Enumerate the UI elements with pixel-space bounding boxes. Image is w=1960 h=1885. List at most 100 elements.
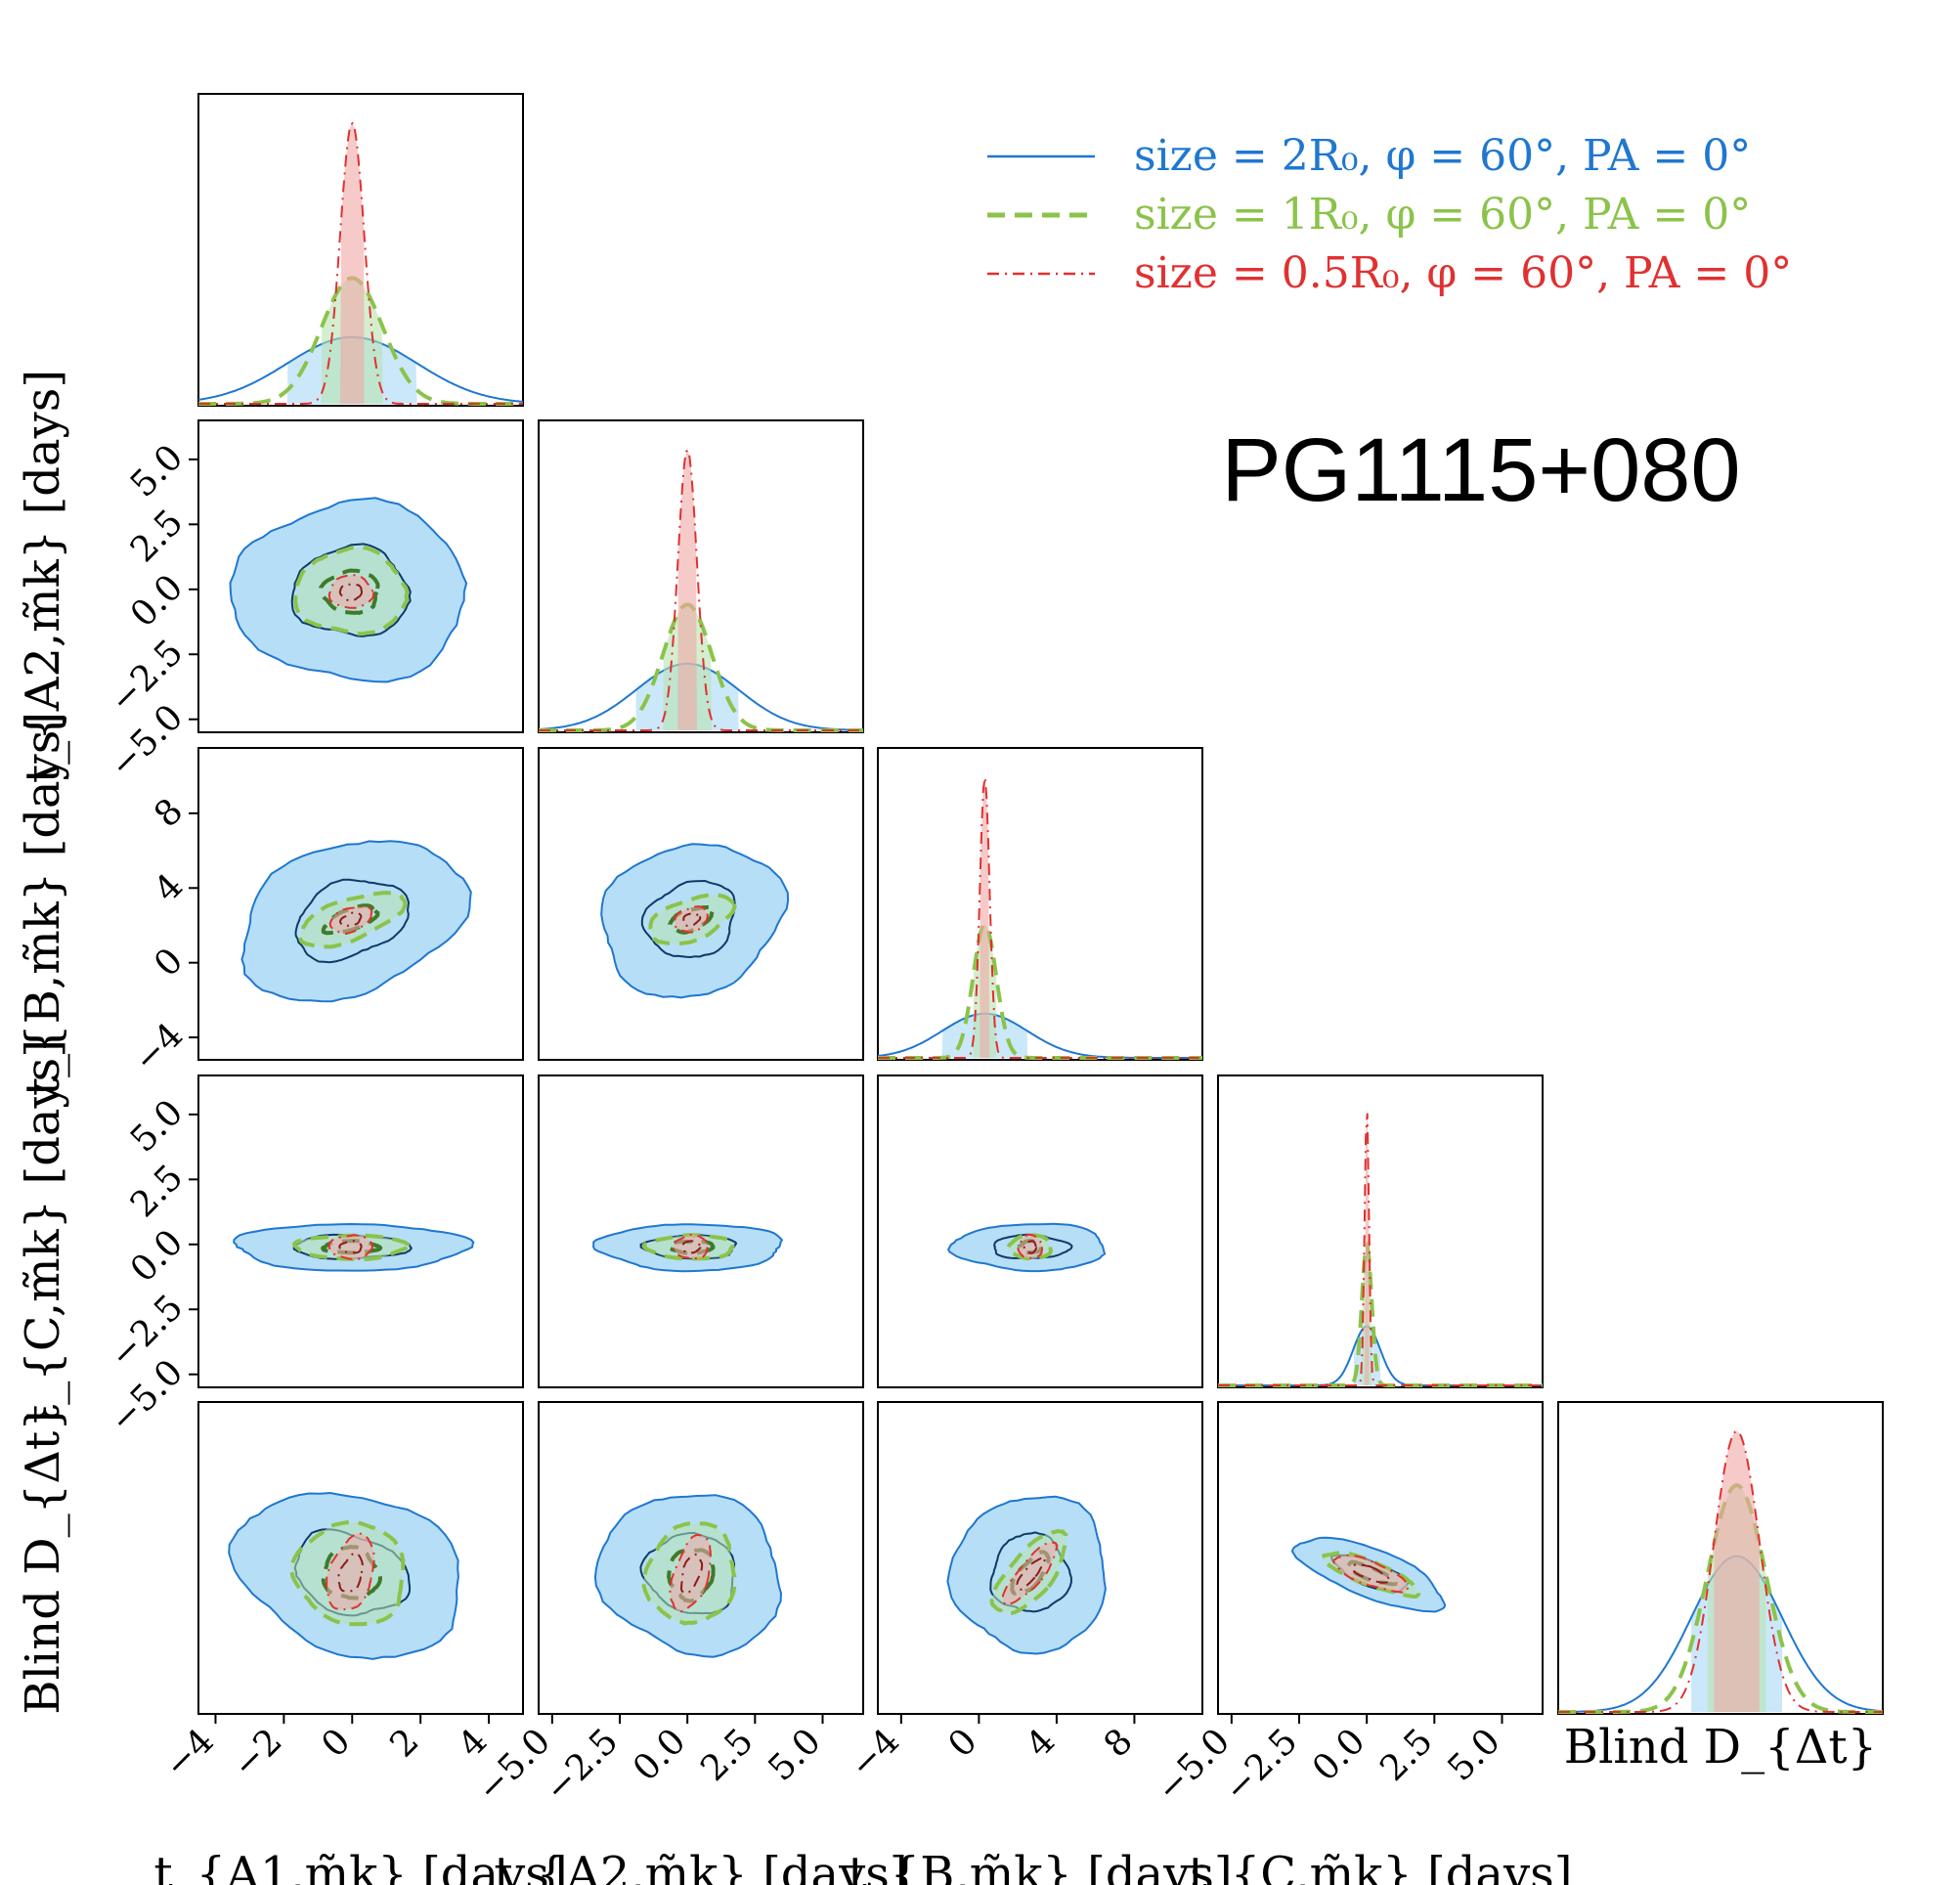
contour-outer-2 [674, 905, 709, 934]
panel-tA1-tB: −4 0 4 8 [126, 747, 524, 1080]
contour-inner-2 [681, 1240, 702, 1254]
panel-tA2-D: −5.0−2.5 0.0 2.5 5.0 [469, 1401, 864, 1810]
contour-outer-2 [327, 574, 375, 609]
x-tick-label: 5.0 [761, 1721, 828, 1788]
kde-band-2 [980, 777, 990, 1058]
y-tick-label: −4 [126, 1015, 192, 1080]
y-tick-label: 0.0 [123, 1222, 191, 1290]
x-tick-label: 8 [1097, 1721, 1141, 1765]
x-tick-label: 5.0 [1440, 1721, 1507, 1788]
panel-tB-tB [877, 747, 1203, 1061]
y-tick-label: 4 [147, 866, 191, 910]
contour-inner-0 [640, 879, 737, 959]
contour-outer-2 [328, 905, 373, 936]
x-tick-label: −2 [225, 1721, 290, 1786]
contour-inner-2 [338, 911, 363, 927]
panel-tA2-tB [538, 747, 864, 1061]
contour-inner-2 [338, 583, 363, 602]
contour-inner-0 [294, 878, 411, 964]
panel-tA1-tC: −5.0−2.50.02.55.0 [103, 1074, 524, 1441]
panel-tC-D: −5.0−2.5 0.0 2.5 5.0 [1149, 1401, 1544, 1810]
panel-frame [1217, 1074, 1544, 1388]
kde-band-2 [677, 450, 697, 730]
kde-line-1 [539, 602, 863, 732]
y-tick-label: −5.0 [103, 697, 192, 786]
y-tick-label: 0 [147, 941, 191, 985]
contour-inner-0 [290, 543, 412, 637]
x-axis-label-tA1: t_{A1,m̃k} [days] [153, 1847, 567, 1885]
x-axis-label-tB: t_{B,m̃k} [days] [848, 1847, 1232, 1885]
x-tick-label: 2.5 [693, 1721, 761, 1788]
panels-layer: −5.0−2.50.02.55.0−4048−5.0−2.50.02.55.0−… [16, 93, 1884, 1885]
plot-title: PG1115+080 [1221, 420, 1740, 520]
contour-inner-2 [337, 1552, 364, 1593]
contour-inner-2 [338, 1239, 363, 1254]
kde-band-2 [1714, 1430, 1760, 1712]
kde-line-2 [1218, 1113, 1543, 1386]
x-tick-label: 0 [314, 1721, 358, 1765]
y-tick-label: 2.5 [123, 503, 191, 570]
panel-tA2-tA2 [538, 419, 864, 733]
x-tick-label: −5.0 [1149, 1721, 1238, 1810]
x-tick-label: −4 [843, 1721, 908, 1786]
contour-outer-2 [1017, 1233, 1044, 1260]
y-tick-label: 5.0 [123, 437, 191, 504]
y-tick-label: −2.5 [103, 1288, 192, 1377]
panel-D-D [1557, 1401, 1884, 1715]
x-tick-label: 2 [382, 1721, 426, 1765]
contour-inner-2 [1023, 1240, 1038, 1254]
x-tick-label: 4 [1019, 1721, 1063, 1765]
panel-tB-tC [877, 1074, 1203, 1388]
x-tick-label: −5.0 [469, 1721, 558, 1810]
legend: size = 2R₀, φ = 60°, PA = 0° size = 1R₀, … [987, 131, 1792, 298]
contour-outer-2 [1001, 1541, 1059, 1606]
x-axis-label-tC: t_{C,m̃k} [days] [1188, 1847, 1572, 1885]
y-tick-label: 8 [147, 791, 191, 835]
contour-inner-2 [679, 1553, 704, 1595]
x-tick-label: −2.5 [1217, 1721, 1306, 1810]
panel-tA2-tC [538, 1074, 864, 1388]
panel-tA1-tA2: −5.0−2.50.02.55.0 [103, 419, 524, 786]
contour-outer-2 [327, 1234, 374, 1261]
contour-outer-2 [672, 1233, 709, 1260]
panel-tB-D: −4 0 4 8 [843, 1401, 1203, 1786]
x-tick-label: 4 [451, 1721, 495, 1765]
y-tick-label: −5.0 [103, 1352, 192, 1441]
x-tick-label: 0.0 [626, 1721, 693, 1788]
x-tick-label: 0 [941, 1721, 985, 1765]
y-axis-label-D: Blind D_{Δt} [16, 1401, 70, 1714]
x-tick-label: −4 [156, 1721, 222, 1786]
kde-line-2 [878, 777, 1202, 1059]
contour-inner-0 [989, 1531, 1072, 1613]
contour-inner-0 [993, 1233, 1073, 1260]
x-tick-label: 0.0 [1305, 1721, 1372, 1788]
x-tick-label: 2.5 [1372, 1721, 1440, 1788]
y-axis-label-tB: t_{B,m̃k} [days] [16, 712, 70, 1096]
y-axis-label-tC: t_{C,m̃k} [days] [16, 1039, 70, 1424]
contour-outer-2 [1332, 1554, 1410, 1594]
y-tick-label: −2.5 [103, 633, 192, 722]
panel-tA1-tA1 [197, 93, 524, 407]
kde-line-2 [198, 121, 523, 405]
panel-frame [877, 747, 1203, 1061]
kde-band-2 [340, 123, 365, 404]
y-tick-label: 0.0 [123, 567, 191, 635]
contour-inner-1 [320, 1239, 383, 1255]
y-tick-label: 5.0 [123, 1092, 191, 1160]
kde-band-2 [1365, 1113, 1370, 1385]
contour-inner-2 [1016, 1556, 1047, 1591]
legend-label-2: size = 0.5R₀, φ = 60°, PA = 0° [1134, 248, 1792, 298]
contour-inner-2 [682, 912, 702, 927]
contour-outer-2 [325, 1532, 375, 1611]
x-axis-label-tA2: t_{A2,m̃k} [days] [494, 1847, 907, 1885]
legend-label-1: size = 1R₀, φ = 60°, PA = 0° [1134, 190, 1751, 240]
legend-label-0: size = 2R₀, φ = 60°, PA = 0° [1134, 131, 1751, 181]
panel-tA1-D: −4 −2 0 2 4 [156, 1401, 524, 1786]
x-tick-label: −2.5 [538, 1721, 627, 1810]
diag-label-D: Blind D_{Δt} [1564, 1720, 1877, 1775]
contour-outer-2 [669, 1533, 712, 1613]
y-axis-label-tA2: t_{A2,m̃k} [days] [16, 370, 70, 783]
panel-tC-tC [1217, 1074, 1544, 1388]
kde-line-2 [539, 448, 863, 731]
